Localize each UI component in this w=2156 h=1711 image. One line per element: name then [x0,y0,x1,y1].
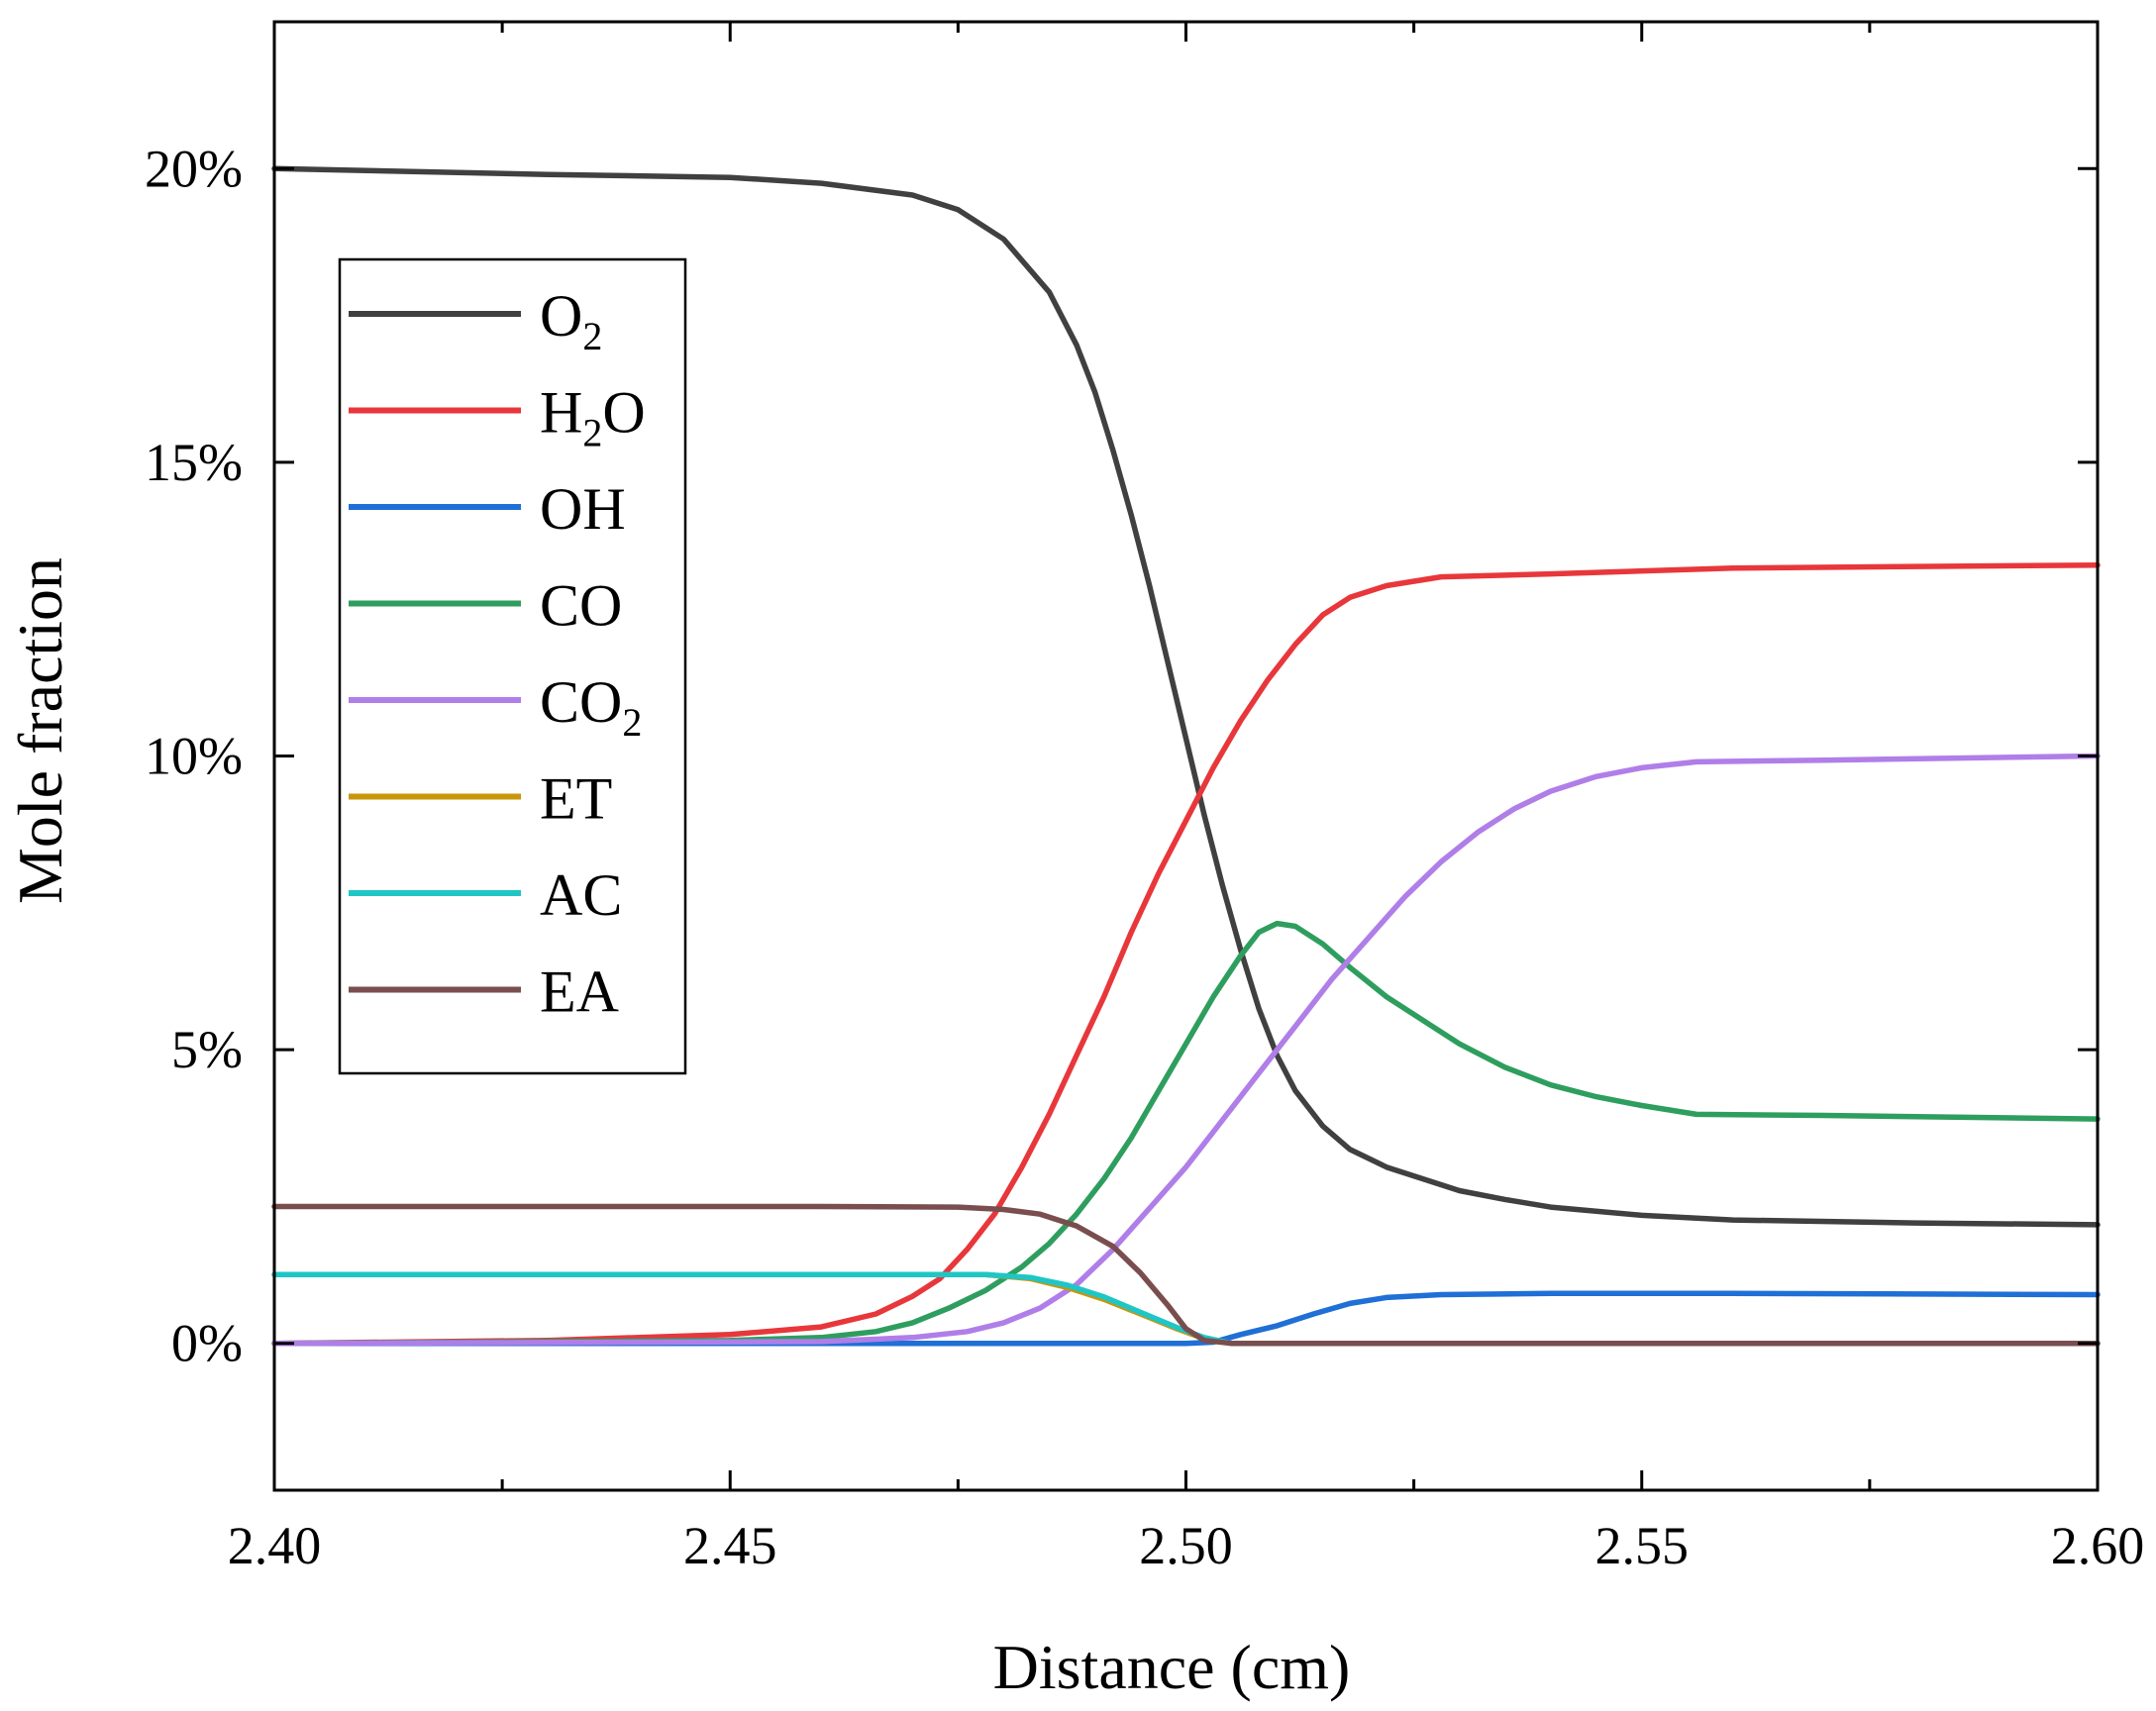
legend-item-co2: CO2 [349,669,642,745]
legend-label: EA [540,959,619,1025]
legend-item-o2: O2 [349,283,602,358]
series-layer [271,165,2101,1347]
legend-label: H2O [540,380,646,455]
x-tick-label: 2.55 [1595,1516,1690,1575]
legend-item-co: CO [349,573,622,639]
x-tick-label: 2.60 [2051,1516,2145,1575]
legend-items: O2 H2O OH CO CO2 ET AC EA [349,283,646,1025]
series-line-o2 [271,165,2101,1228]
y-tick-label: 10% [145,727,243,786]
legend-label: ET [540,766,612,832]
y-tick-label: 15% [145,433,243,492]
series-line-ea [271,1203,2101,1347]
tick-layer: 2.40 2.45 2.50 2.55 2.60 0% 5% 10% 15% 20% [145,22,2144,1575]
series-line-co2 [271,753,2101,1347]
legend-label: O2 [540,283,602,358]
x-tick-label: 2.50 [1139,1516,1233,1575]
legend-label: CO [540,573,622,639]
legend-label: CO2 [540,669,642,745]
legend-label: AC [540,862,622,928]
series-line-oh [271,1290,2101,1347]
legend-box [338,257,687,1075]
legend-label: OH [540,476,626,542]
legend-item-h2o: H2O [349,380,646,455]
x-tick-label: 2.45 [683,1516,777,1575]
y-tick-label: 20% [145,139,243,198]
y-tick-label: 5% [171,1020,243,1079]
legend-item-ac: AC [349,862,622,928]
y-axis-title: Mole fraction [5,557,75,904]
x-tick-label: 2.40 [228,1516,322,1575]
y-tick-label: 0% [171,1314,243,1373]
x-axis-title: Distance (cm) [993,1632,1351,1702]
legend: O2 H2O OH CO CO2 ET AC EA [338,257,687,1075]
legend-item-et: ET [349,766,612,832]
legend-item-ea: EA [349,959,619,1025]
legend-item-oh: OH [349,476,626,542]
series-line-h2o [271,561,2101,1347]
series-line-co [271,920,2101,1347]
